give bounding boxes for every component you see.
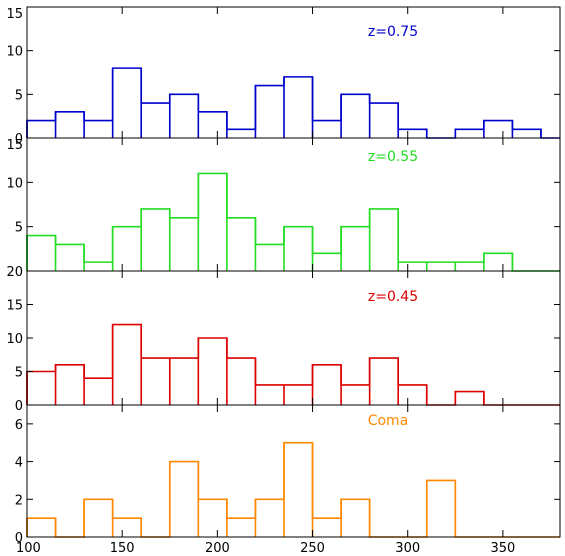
x-tick-label: 300 (395, 541, 420, 556)
histogram-bar (455, 262, 484, 271)
x-axis: 100 150 200 250 300 350 (16, 541, 515, 556)
x-tick-label: 150 (110, 541, 135, 556)
histogram-bar (141, 209, 170, 271)
x-tick-label: 200 (205, 541, 230, 556)
panel-label: z=0.45 (368, 289, 418, 305)
histogram-bar (170, 94, 199, 138)
histogram-bar (284, 227, 313, 271)
histogram-bar (370, 358, 399, 405)
panel-1: 0 5 10 15 z=0.75 (6, 6, 561, 147)
y-tick-label: 0 (15, 531, 23, 546)
histogram-bar (284, 385, 313, 405)
histogram-bar (341, 227, 370, 271)
histogram-bar (141, 358, 170, 405)
histogram-bar (255, 385, 284, 405)
y-tick-label: 20 (6, 265, 23, 280)
histogram-bar (512, 129, 541, 138)
panel-3: 0 5 10 15 z=0.45 (6, 270, 561, 414)
histogram-outline (26, 172, 560, 272)
histogram-bar (84, 378, 113, 405)
histogram-bar (27, 518, 56, 537)
histogram-bar (113, 68, 142, 138)
histogram-bar (141, 103, 170, 138)
y-tick-label: 10 (6, 176, 23, 191)
y-tick-label: 0 (15, 399, 23, 414)
panel-4: 0 2 4 6 Coma (15, 404, 561, 546)
histogram-bar (484, 253, 513, 271)
x-tick-label: 250 (300, 541, 325, 556)
histogram-bar (56, 365, 85, 405)
histogram-bar (398, 262, 427, 271)
histogram-bar (198, 173, 227, 271)
histogram-bar (56, 244, 85, 271)
histogram-bar (341, 94, 370, 138)
panel-label: z=0.55 (368, 149, 418, 165)
histogram-bar (170, 358, 199, 405)
panel-frame (26, 6, 561, 139)
x-tick-label: 350 (490, 541, 515, 556)
histogram-bar (198, 499, 227, 537)
panel-2: 20 5 10 15 z=0.55 (6, 137, 561, 280)
histogram-bar (455, 129, 484, 138)
histogram-bar (313, 253, 342, 271)
y-tick-label: 15 (6, 299, 23, 314)
histogram-bar (255, 244, 284, 271)
histogram-bar (113, 227, 142, 271)
histogram-outline (26, 323, 560, 406)
y-tick-label: 6 (15, 418, 23, 433)
histogram-bar (227, 518, 256, 537)
panel-label: Coma (368, 413, 409, 429)
histogram-bar (284, 443, 313, 537)
histogram-bar (198, 112, 227, 138)
histogram-bar (56, 112, 85, 138)
histogram-bar (227, 218, 256, 271)
y-tick-label: 5 (15, 366, 23, 381)
histogram-bar (313, 121, 342, 138)
histogram-bar (255, 499, 284, 537)
histogram-bar (84, 121, 113, 138)
histogram-bar (27, 121, 56, 138)
histogram-bar (27, 236, 56, 271)
histogram-bar (84, 499, 113, 537)
histogram-bar (113, 518, 142, 537)
y-tick-label: 10 (6, 45, 23, 60)
y-tick-label: 5 (15, 88, 23, 103)
histogram-bar (341, 499, 370, 537)
histogram-bar (370, 103, 399, 138)
panel-frame (26, 137, 561, 272)
y-tick-label: 5 (15, 221, 23, 236)
histogram-bar (341, 385, 370, 405)
y-tick-label: 15 (6, 7, 23, 22)
histogram-bar (313, 365, 342, 405)
x-tick-label: 100 (16, 541, 41, 556)
panel-frame (26, 404, 561, 538)
histogram-bar (455, 392, 484, 405)
histogram-bar (227, 358, 256, 405)
histogram-bar (255, 86, 284, 138)
panel-label: z=0.75 (368, 24, 418, 40)
histogram-bar (427, 480, 456, 537)
histogram-bar (370, 209, 399, 271)
histogram-bar (427, 262, 456, 271)
histogram-outline (26, 67, 560, 139)
histogram-bar (170, 462, 199, 537)
histogram-bar (398, 385, 427, 405)
y-tick-label: 2 (15, 493, 23, 508)
histogram-outline (26, 441, 560, 538)
histogram-bar (170, 218, 199, 271)
histogram-bar (113, 325, 142, 405)
y-tick-label: 0 (15, 132, 23, 147)
histogram-bar (398, 129, 427, 138)
histogram-bar (284, 77, 313, 138)
histogram-bar (84, 262, 113, 271)
histogram-bar (198, 338, 227, 405)
y-tick-label: 4 (15, 456, 23, 471)
histogram-bar (227, 129, 256, 138)
y-tick-label: 10 (6, 332, 23, 347)
histogram-bar (313, 518, 342, 537)
y-tick-label: 15 (6, 138, 23, 153)
histogram-bar (484, 121, 513, 138)
histogram-bar (27, 372, 56, 406)
